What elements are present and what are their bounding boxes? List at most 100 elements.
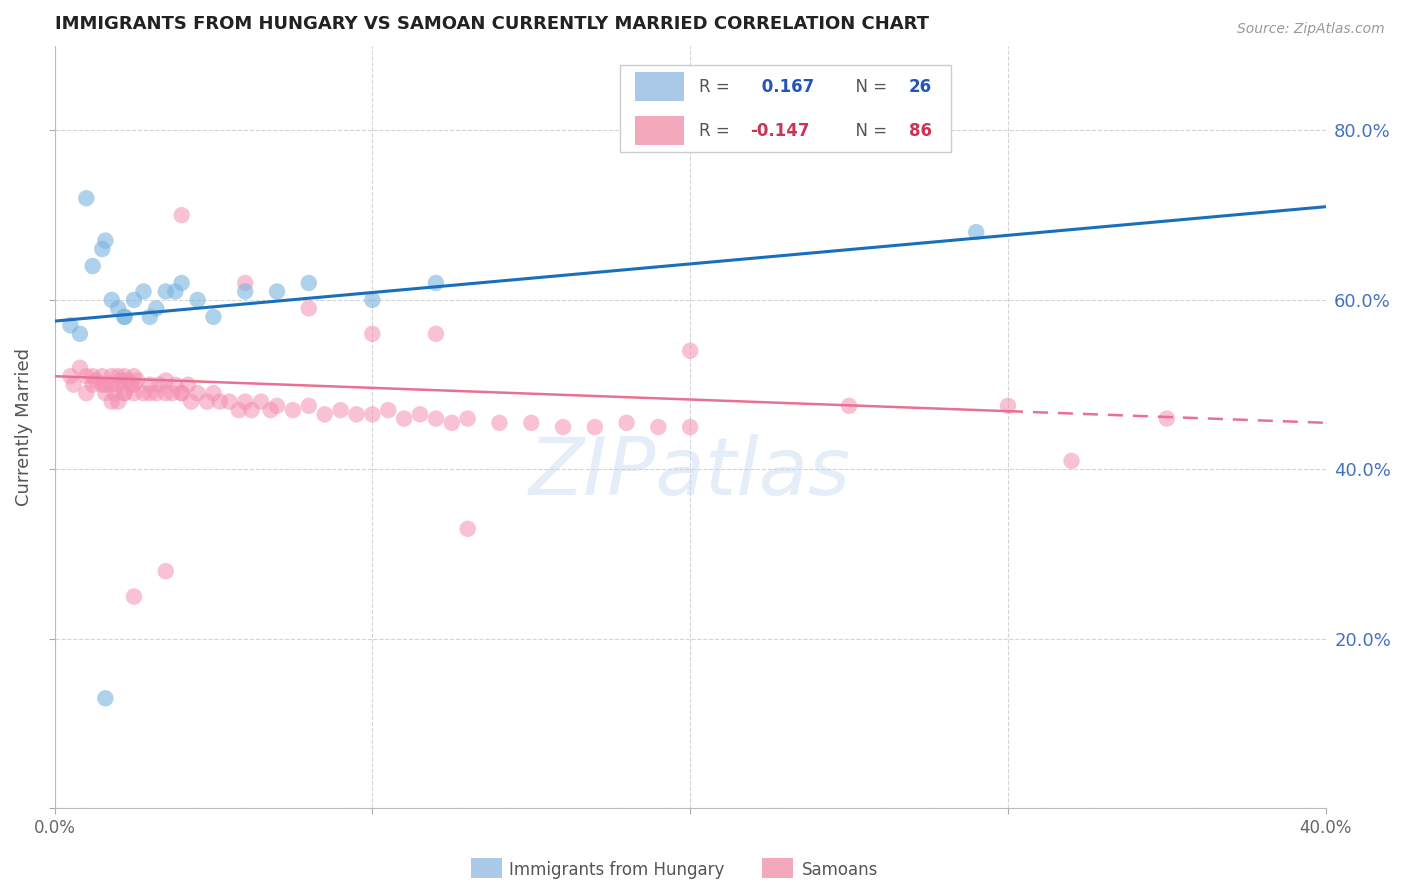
Point: [117, 374, 139, 388]
Text: Samoans: Samoans: [801, 861, 877, 879]
Point: [281, 403, 304, 417]
Point: [69, 326, 91, 341]
Point: [259, 403, 281, 417]
Point: [392, 411, 415, 425]
Point: [250, 394, 273, 409]
Bar: [636, 72, 683, 101]
Point: [228, 403, 250, 417]
Text: Immigrants from Hungary: Immigrants from Hungary: [509, 861, 724, 879]
Point: [132, 285, 155, 299]
Point: [107, 369, 129, 384]
Point: [139, 377, 162, 392]
Point: [104, 386, 127, 401]
Text: ZIPatlas: ZIPatlas: [529, 434, 851, 512]
Point: [218, 394, 240, 409]
Point: [84, 374, 107, 388]
Point: [170, 208, 193, 222]
Point: [82, 369, 104, 384]
Point: [100, 293, 122, 307]
Text: N =: N =: [845, 121, 893, 139]
Point: [377, 403, 399, 417]
Point: [202, 386, 225, 401]
Point: [59, 369, 82, 384]
Point: [195, 394, 218, 409]
Point: [107, 301, 129, 316]
Point: [240, 403, 263, 417]
Point: [647, 420, 669, 434]
Point: [59, 318, 82, 333]
Text: R =: R =: [699, 78, 735, 95]
Text: IMMIGRANTS FROM HUNGARY VS SAMOAN CURRENTLY MARRIED CORRELATION CHART: IMMIGRANTS FROM HUNGARY VS SAMOAN CURREN…: [55, 15, 928, 33]
Point: [91, 377, 114, 392]
Point: [170, 386, 193, 401]
Point: [170, 276, 193, 290]
Point: [114, 310, 136, 324]
Point: [114, 310, 136, 324]
Point: [75, 386, 97, 401]
Point: [165, 285, 187, 299]
Point: [679, 420, 702, 434]
Point: [91, 369, 114, 384]
Point: [75, 369, 97, 384]
Point: [122, 377, 145, 392]
Point: [346, 408, 368, 422]
Point: [202, 310, 225, 324]
Point: [145, 386, 167, 401]
Point: [1156, 411, 1178, 425]
Point: [177, 377, 200, 392]
Point: [165, 377, 187, 392]
Point: [94, 377, 117, 392]
Point: [122, 369, 145, 384]
Point: [100, 394, 122, 409]
Y-axis label: Currently Married: Currently Married: [15, 348, 32, 506]
Point: [679, 343, 702, 358]
Point: [425, 326, 447, 341]
Point: [75, 191, 97, 205]
Point: [838, 399, 860, 413]
Point: [965, 225, 987, 239]
Point: [139, 386, 162, 401]
Point: [208, 394, 231, 409]
Point: [170, 386, 193, 401]
Bar: [636, 116, 683, 145]
Point: [114, 386, 136, 401]
Point: [148, 377, 170, 392]
Point: [94, 234, 117, 248]
Bar: [620, 65, 950, 153]
Point: [1060, 454, 1083, 468]
Point: [155, 386, 177, 401]
Point: [155, 285, 177, 299]
Point: [120, 377, 142, 392]
Point: [425, 276, 447, 290]
Point: [314, 408, 336, 422]
Point: [127, 374, 149, 388]
Point: [233, 285, 256, 299]
Text: 86: 86: [908, 121, 932, 139]
Point: [94, 691, 117, 706]
Point: [233, 394, 256, 409]
Point: [298, 276, 321, 290]
Point: [180, 394, 202, 409]
Point: [409, 408, 432, 422]
Text: N =: N =: [845, 78, 893, 95]
Point: [122, 590, 145, 604]
Point: [583, 420, 606, 434]
Point: [361, 326, 384, 341]
Point: [155, 374, 177, 388]
Point: [139, 310, 162, 324]
Point: [361, 408, 384, 422]
Text: 26: 26: [908, 78, 932, 95]
Point: [425, 411, 447, 425]
Point: [298, 399, 321, 413]
Point: [520, 416, 543, 430]
Point: [100, 377, 122, 392]
Point: [329, 403, 352, 417]
Text: 0.167: 0.167: [756, 78, 814, 95]
Text: -0.147: -0.147: [749, 121, 810, 139]
Point: [107, 394, 129, 409]
Point: [457, 522, 479, 536]
Point: [122, 293, 145, 307]
Point: [82, 377, 104, 392]
Point: [488, 416, 510, 430]
Point: [616, 416, 638, 430]
